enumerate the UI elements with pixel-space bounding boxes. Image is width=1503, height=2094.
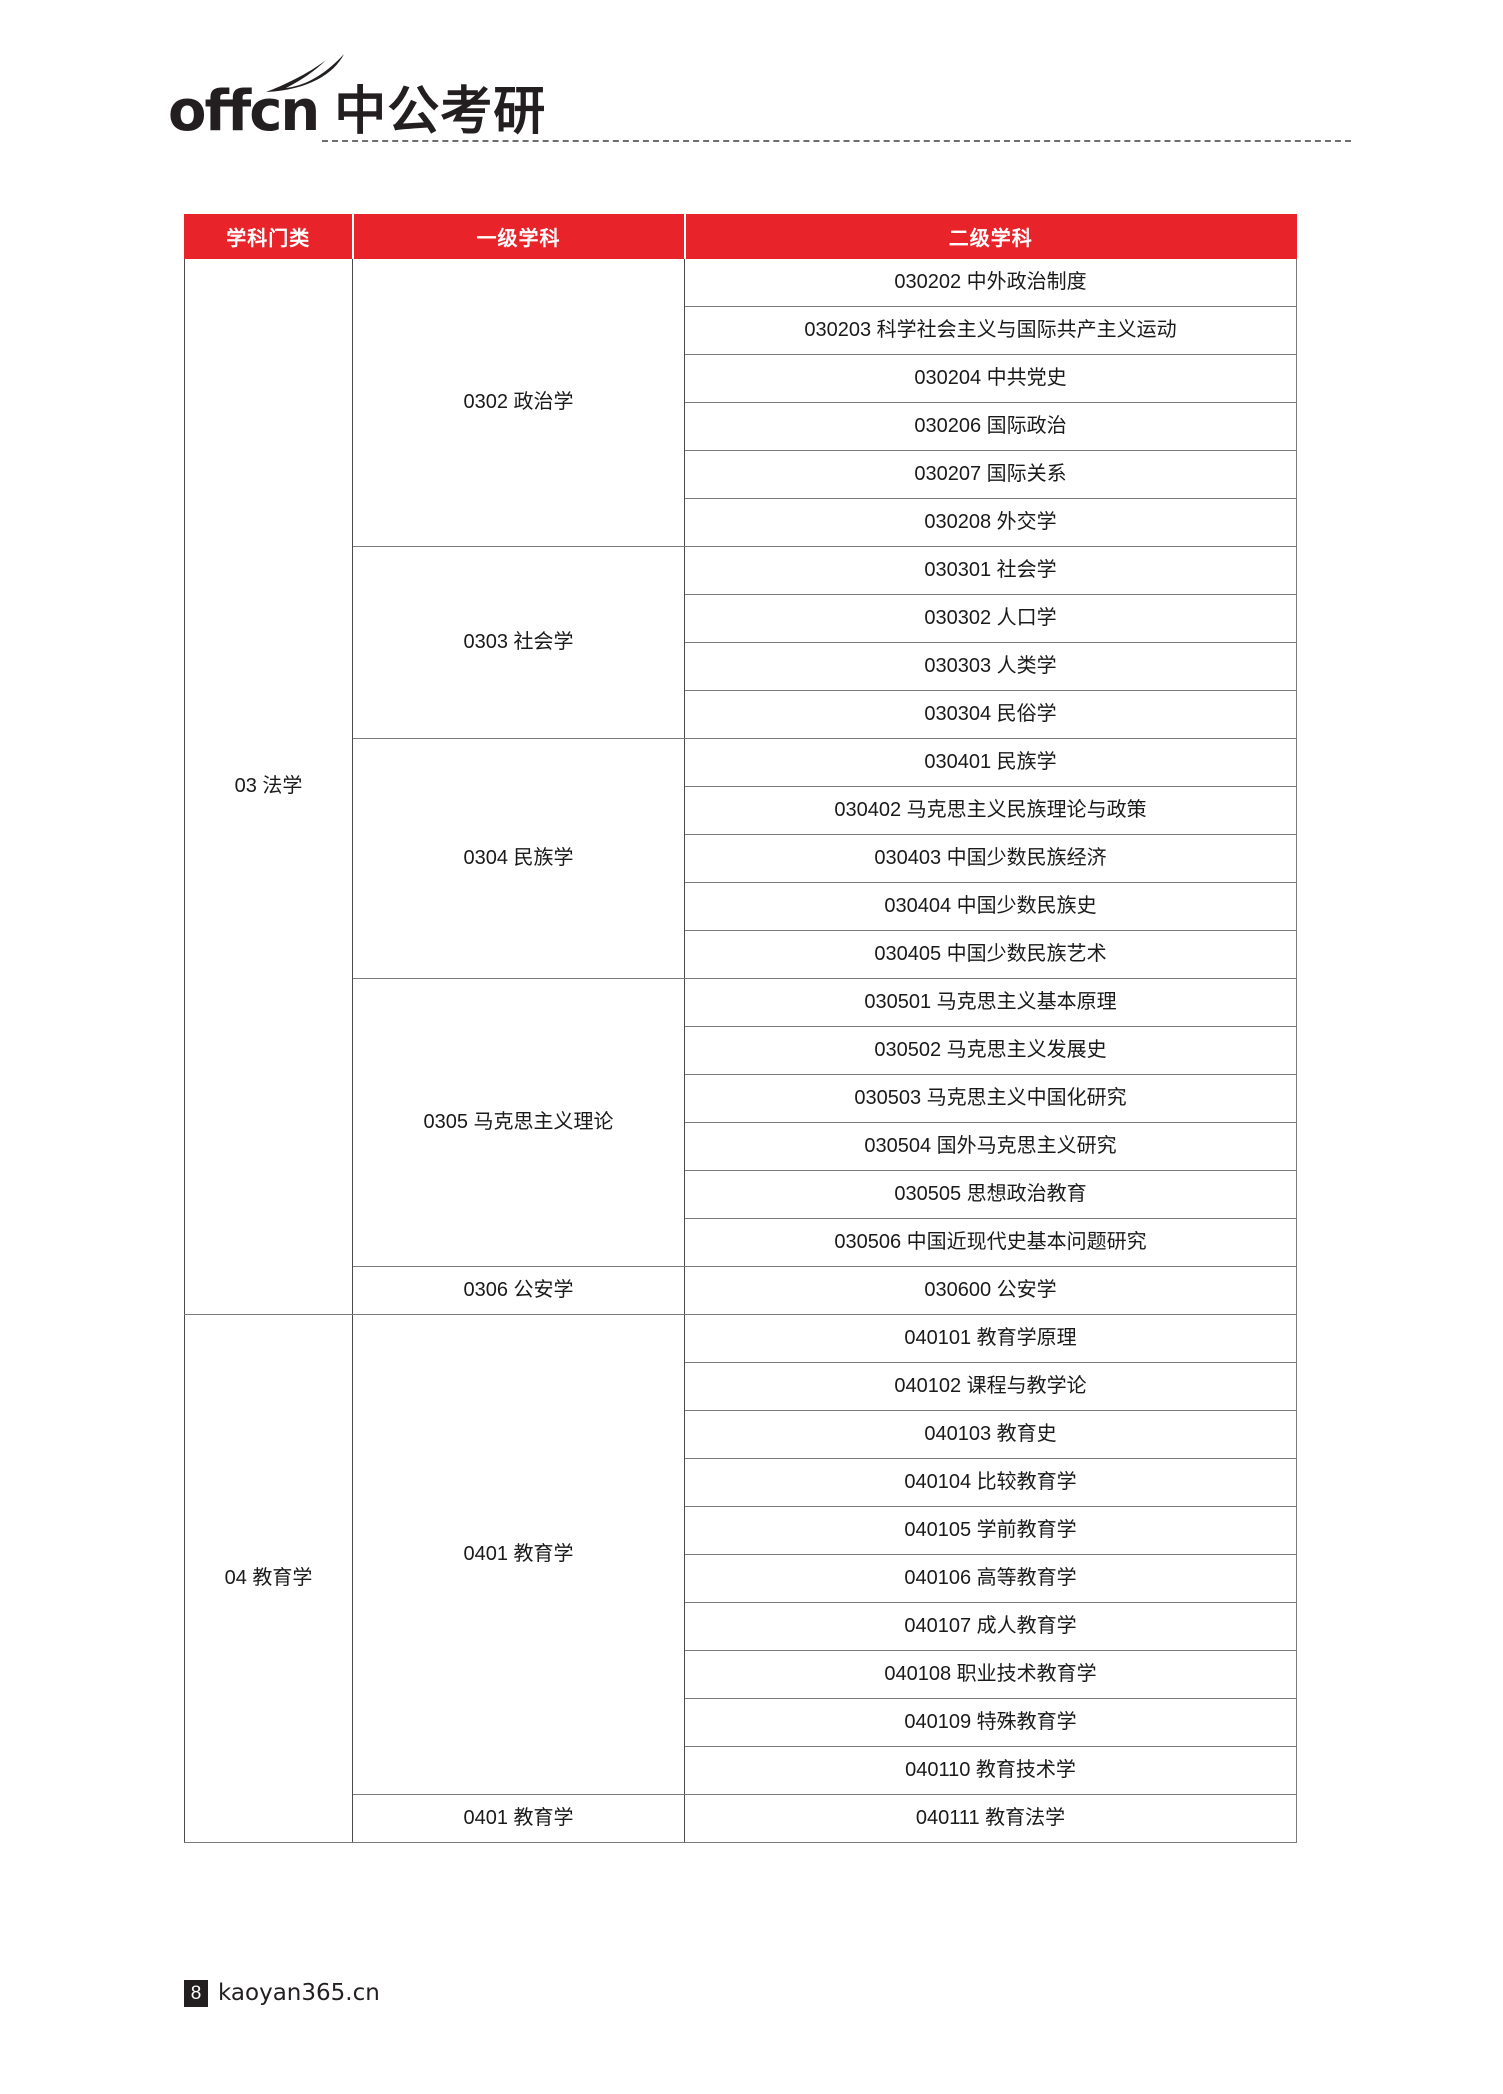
cell-second-level-subject: 030506 中国近现代史基本问题研究	[684, 1218, 1297, 1267]
cell-second-level-subject: 040108 职业技术教育学	[684, 1650, 1297, 1699]
table-row: 030402 马克思主义民族理论与政策	[185, 786, 1297, 835]
cell-second-level-subject: 030202 中外政治制度	[684, 258, 1297, 307]
cell-second-level-subject: 040104 比较教育学	[684, 1458, 1297, 1507]
table-row: 030203 科学社会主义与国际共产主义运动	[185, 306, 1297, 355]
cell-first-level-discipline: 0304 民族学	[352, 738, 685, 979]
table-row: 0401 教育学 040111 教育法学	[185, 1794, 1297, 1843]
table-row: 030403 中国少数民族经济	[185, 834, 1297, 883]
cell-category: 03 法学	[184, 258, 353, 1315]
cell-second-level-subject: 030207 国际关系	[684, 450, 1297, 499]
table-row: 0306 公安学 030600 公安学	[185, 1266, 1297, 1315]
cell-first-level-discipline: 0303 社会学	[352, 546, 685, 739]
table-row: 040110 教育技术学	[185, 1746, 1297, 1795]
table-row: 0305 马克思主义理论 030501 马克思主义基本原理	[185, 978, 1297, 1267]
table-row: 040104 比较教育学	[185, 1458, 1297, 1507]
cell-second-level-subject: 030502 马克思主义发展史	[684, 1026, 1297, 1075]
table-row: 030504 国外马克思主义研究	[185, 1122, 1297, 1171]
cell-second-level-subject: 030302 人口学	[684, 594, 1297, 643]
table-row: 030405 中国少数民族艺术	[185, 930, 1297, 979]
cell-second-level-subject: 030403 中国少数民族经济	[684, 834, 1297, 883]
table-row: 030302 人口学	[185, 594, 1297, 643]
table-row: 030304 民俗学	[185, 690, 1297, 739]
cell-second-level-subject: 040107 成人教育学	[684, 1602, 1297, 1651]
cell-second-level-subject: 030304 民俗学	[684, 690, 1297, 739]
table-row: 040103 教育史	[185, 1410, 1297, 1459]
cell-second-level-subject: 030404 中国少数民族史	[684, 882, 1297, 931]
cell-category: 04 教育学	[184, 1314, 353, 1843]
table-row: 030206 国际政治	[185, 402, 1297, 451]
table-row: 030404 中国少数民族史	[185, 882, 1297, 931]
cell-second-level-subject: 030203 科学社会主义与国际共产主义运动	[684, 306, 1297, 355]
logo-chinese-text: 中公考研	[334, 82, 547, 142]
cell-second-level-subject: 030505 思想政治教育	[684, 1170, 1297, 1219]
cell-second-level-subject: 030204 中共党史	[684, 354, 1297, 403]
cell-first-level-discipline: 0401 教育学	[352, 1794, 685, 1843]
cell-second-level-subject: 030206 国际政治	[684, 402, 1297, 451]
cell-second-level-subject: 040105 学前教育学	[684, 1506, 1297, 1555]
table-row: 030303 人类学	[185, 642, 1297, 691]
cell-second-level-subject: 030208 外交学	[684, 498, 1297, 547]
cell-second-level-subject: 030303 人类学	[684, 642, 1297, 691]
page-footer: 8 kaoyan365.cn	[184, 1978, 380, 2008]
cell-second-level-subject: 030301 社会学	[684, 546, 1297, 595]
table-row: 040108 职业技术教育学	[185, 1650, 1297, 1699]
cell-first-level-discipline: 0401 教育学	[352, 1314, 685, 1795]
site-url-label: kaoyan365.cn	[218, 1980, 380, 2006]
cell-first-level-discipline: 0302 政治学	[352, 258, 685, 547]
page-number-badge: 8	[184, 1979, 208, 2007]
table-row: 030502 马克思主义发展史	[185, 1026, 1297, 1075]
table-row: 030506 中国近现代史基本问题研究	[185, 1218, 1297, 1267]
subject-catalog-table: 学科门类 一级学科 二级学科 03 法学 0302 政治学 030202 中外政治制…	[184, 214, 1297, 1843]
cell-second-level-subject: 040111 教育法学	[684, 1794, 1297, 1843]
table-row: 03 法学 0302 政治学 030202 中外政治制度	[184, 258, 1297, 1315]
page-header: offcn 中公考研	[0, 0, 1503, 160]
cell-second-level-subject: 040101 教育学原理	[684, 1314, 1297, 1363]
cell-second-level-subject: 040110 教育技术学	[684, 1746, 1297, 1795]
table-row: 040102 课程与教学论	[185, 1362, 1297, 1411]
table-row: 030204 中共党史	[185, 354, 1297, 403]
brand-logo: offcn 中公考研	[168, 54, 547, 144]
table-row: 040106 高等教育学	[185, 1554, 1297, 1603]
cell-second-level-subject: 030405 中国少数民族艺术	[684, 930, 1297, 979]
cell-second-level-subject: 040106 高等教育学	[684, 1554, 1297, 1603]
cell-first-level-discipline: 0306 公安学	[352, 1266, 685, 1315]
cell-second-level-subject: 030402 马克思主义民族理论与政策	[684, 786, 1297, 835]
table-row: 040109 特殊教育学	[185, 1698, 1297, 1747]
header-divider	[322, 140, 1351, 142]
table-row: 030207 国际关系	[185, 450, 1297, 499]
table-row: 030505 思想政治教育	[185, 1170, 1297, 1219]
cell-second-level-subject: 040109 特殊教育学	[684, 1698, 1297, 1747]
column-header-category: 学科门类	[184, 214, 353, 259]
table-header-row: 学科门类 一级学科 二级学科	[184, 214, 1297, 259]
cell-first-level-discipline: 0305 马克思主义理论	[352, 978, 685, 1267]
cell-second-level-subject: 030504 国外马克思主义研究	[684, 1122, 1297, 1171]
cell-second-level-subject: 030401 民族学	[684, 738, 1297, 787]
cell-second-level-subject: 040103 教育史	[684, 1410, 1297, 1459]
cell-second-level-subject: 030501 马克思主义基本原理	[684, 978, 1297, 1027]
column-header-first-level: 一级学科	[351, 214, 685, 259]
logo-offcn-text: offcn	[168, 78, 320, 144]
cell-second-level-subject: 040102 课程与教学论	[684, 1362, 1297, 1411]
column-header-second-level: 二级学科	[683, 214, 1297, 259]
cell-second-level-subject: 030503 马克思主义中国化研究	[684, 1074, 1297, 1123]
table-row: 030503 马克思主义中国化研究	[185, 1074, 1297, 1123]
table-row: 040107 成人教育学	[185, 1602, 1297, 1651]
table-row: 04 教育学 0401 教育学 040101 教育学原理	[184, 1314, 1297, 1843]
table-row: 0303 社会学 030301 社会学	[185, 546, 1297, 739]
table-row: 030208 外交学	[185, 498, 1297, 547]
cell-second-level-subject: 030600 公安学	[684, 1266, 1297, 1315]
